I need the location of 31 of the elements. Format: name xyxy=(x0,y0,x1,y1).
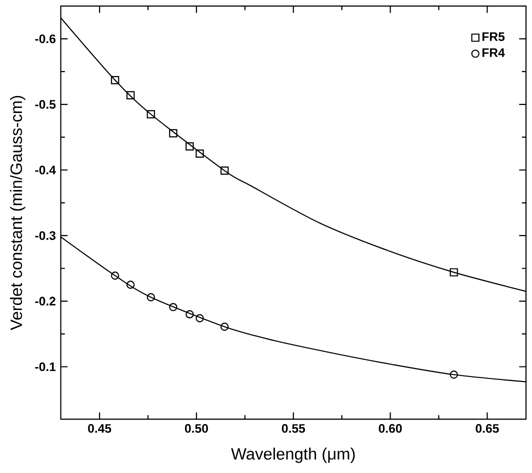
x-tick-label: 0.55 xyxy=(282,424,306,433)
legend-label: FR5 xyxy=(482,32,505,42)
y-tick-label: -0.6 xyxy=(35,34,56,44)
point xyxy=(186,142,194,150)
legend-label: FR4 xyxy=(482,48,505,57)
point xyxy=(146,293,156,302)
point xyxy=(450,370,458,379)
point xyxy=(186,310,194,318)
x-axis-title: Wavelength (μm) xyxy=(231,448,355,463)
point xyxy=(110,271,120,280)
point xyxy=(126,91,135,100)
point xyxy=(196,314,204,322)
point xyxy=(196,149,204,158)
x-tick-label: 0.65 xyxy=(476,424,499,433)
point xyxy=(146,110,156,118)
y-tick-label: -0.2 xyxy=(35,296,56,306)
x-tick-label: 0.45 xyxy=(88,424,112,433)
point xyxy=(169,302,178,312)
point xyxy=(110,76,120,84)
x-tick-label: 0.50 xyxy=(184,424,208,433)
point xyxy=(220,166,229,175)
y-axis-title: Verdet constant (min/Gauss-cm) xyxy=(10,96,26,330)
point xyxy=(450,268,458,276)
point xyxy=(126,280,135,289)
y-tick-label: -0.5 xyxy=(35,100,56,109)
point xyxy=(220,322,229,331)
y-tick-label: -0.1 xyxy=(35,362,56,372)
x-tick-label: 0.60 xyxy=(378,424,402,433)
point xyxy=(169,129,178,138)
y-tick-label: -0.4 xyxy=(35,166,56,174)
y-tick-label: -0.3 xyxy=(35,231,56,240)
